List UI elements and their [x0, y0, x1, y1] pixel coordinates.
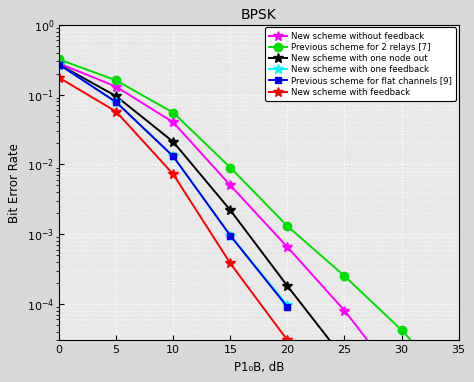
New scheme without feedback	[228, 183, 233, 188]
Previous scheme for 2 relays [7]	[56, 57, 62, 62]
New scheme with feedback	[113, 109, 119, 114]
New scheme with one node out	[284, 284, 290, 288]
X-axis label: P1₀B, dB: P1₀B, dB	[234, 361, 284, 374]
Previous scheme for 2 relays [7]	[342, 274, 347, 278]
Line: Previous scheme for 2 relays [7]: Previous scheme for 2 relays [7]	[55, 55, 440, 372]
New scheme without feedback	[171, 120, 176, 125]
Previous scheme for 2 relays [7]	[399, 328, 404, 332]
Previous scheme for flat channels [9]	[56, 62, 62, 67]
Previous scheme for 2 relays [7]	[113, 78, 119, 83]
Line: New scheme without feedback: New scheme without feedback	[54, 58, 406, 382]
New scheme with feedback	[284, 338, 290, 343]
New scheme without feedback	[56, 61, 62, 66]
New scheme without feedback	[342, 308, 347, 313]
Previous scheme for flat channels [9]	[228, 233, 233, 238]
Line: Previous scheme for flat channels [9]: Previous scheme for flat channels [9]	[55, 61, 291, 311]
Line: New scheme with feedback: New scheme with feedback	[54, 73, 292, 345]
New scheme with one node out	[56, 62, 62, 67]
New scheme with one node out	[113, 94, 119, 99]
Line: New scheme with one node out: New scheme with one node out	[54, 60, 349, 364]
New scheme with one node out	[342, 357, 347, 362]
Legend: New scheme without feedback, Previous scheme for 2 relays [7], New scheme with o: New scheme without feedback, Previous sc…	[265, 28, 456, 101]
Title: BPSK: BPSK	[241, 8, 277, 22]
Previous scheme for 2 relays [7]	[284, 224, 290, 228]
New scheme with one node out	[171, 139, 176, 144]
Previous scheme for 2 relays [7]	[228, 165, 233, 170]
New scheme with feedback	[56, 75, 62, 80]
Previous scheme for flat channels [9]	[113, 100, 119, 104]
Previous scheme for flat channels [9]	[171, 154, 176, 159]
New scheme without feedback	[284, 245, 290, 249]
Previous scheme for 2 relays [7]	[171, 110, 176, 115]
Previous scheme for flat channels [9]	[284, 305, 290, 309]
New scheme with one feedback	[56, 62, 62, 67]
New scheme with one feedback	[228, 233, 233, 238]
New scheme with feedback	[228, 261, 233, 265]
New scheme with one node out	[228, 208, 233, 212]
New scheme with one feedback	[171, 154, 176, 159]
New scheme with feedback	[171, 172, 176, 176]
New scheme with one feedback	[113, 100, 119, 104]
New scheme with one feedback	[284, 303, 290, 308]
Previous scheme for 2 relays [7]	[433, 366, 438, 370]
New scheme without feedback	[113, 84, 119, 89]
Line: New scheme with one feedback: New scheme with one feedback	[54, 60, 292, 310]
Y-axis label: Bit Error Rate: Bit Error Rate	[9, 142, 21, 222]
